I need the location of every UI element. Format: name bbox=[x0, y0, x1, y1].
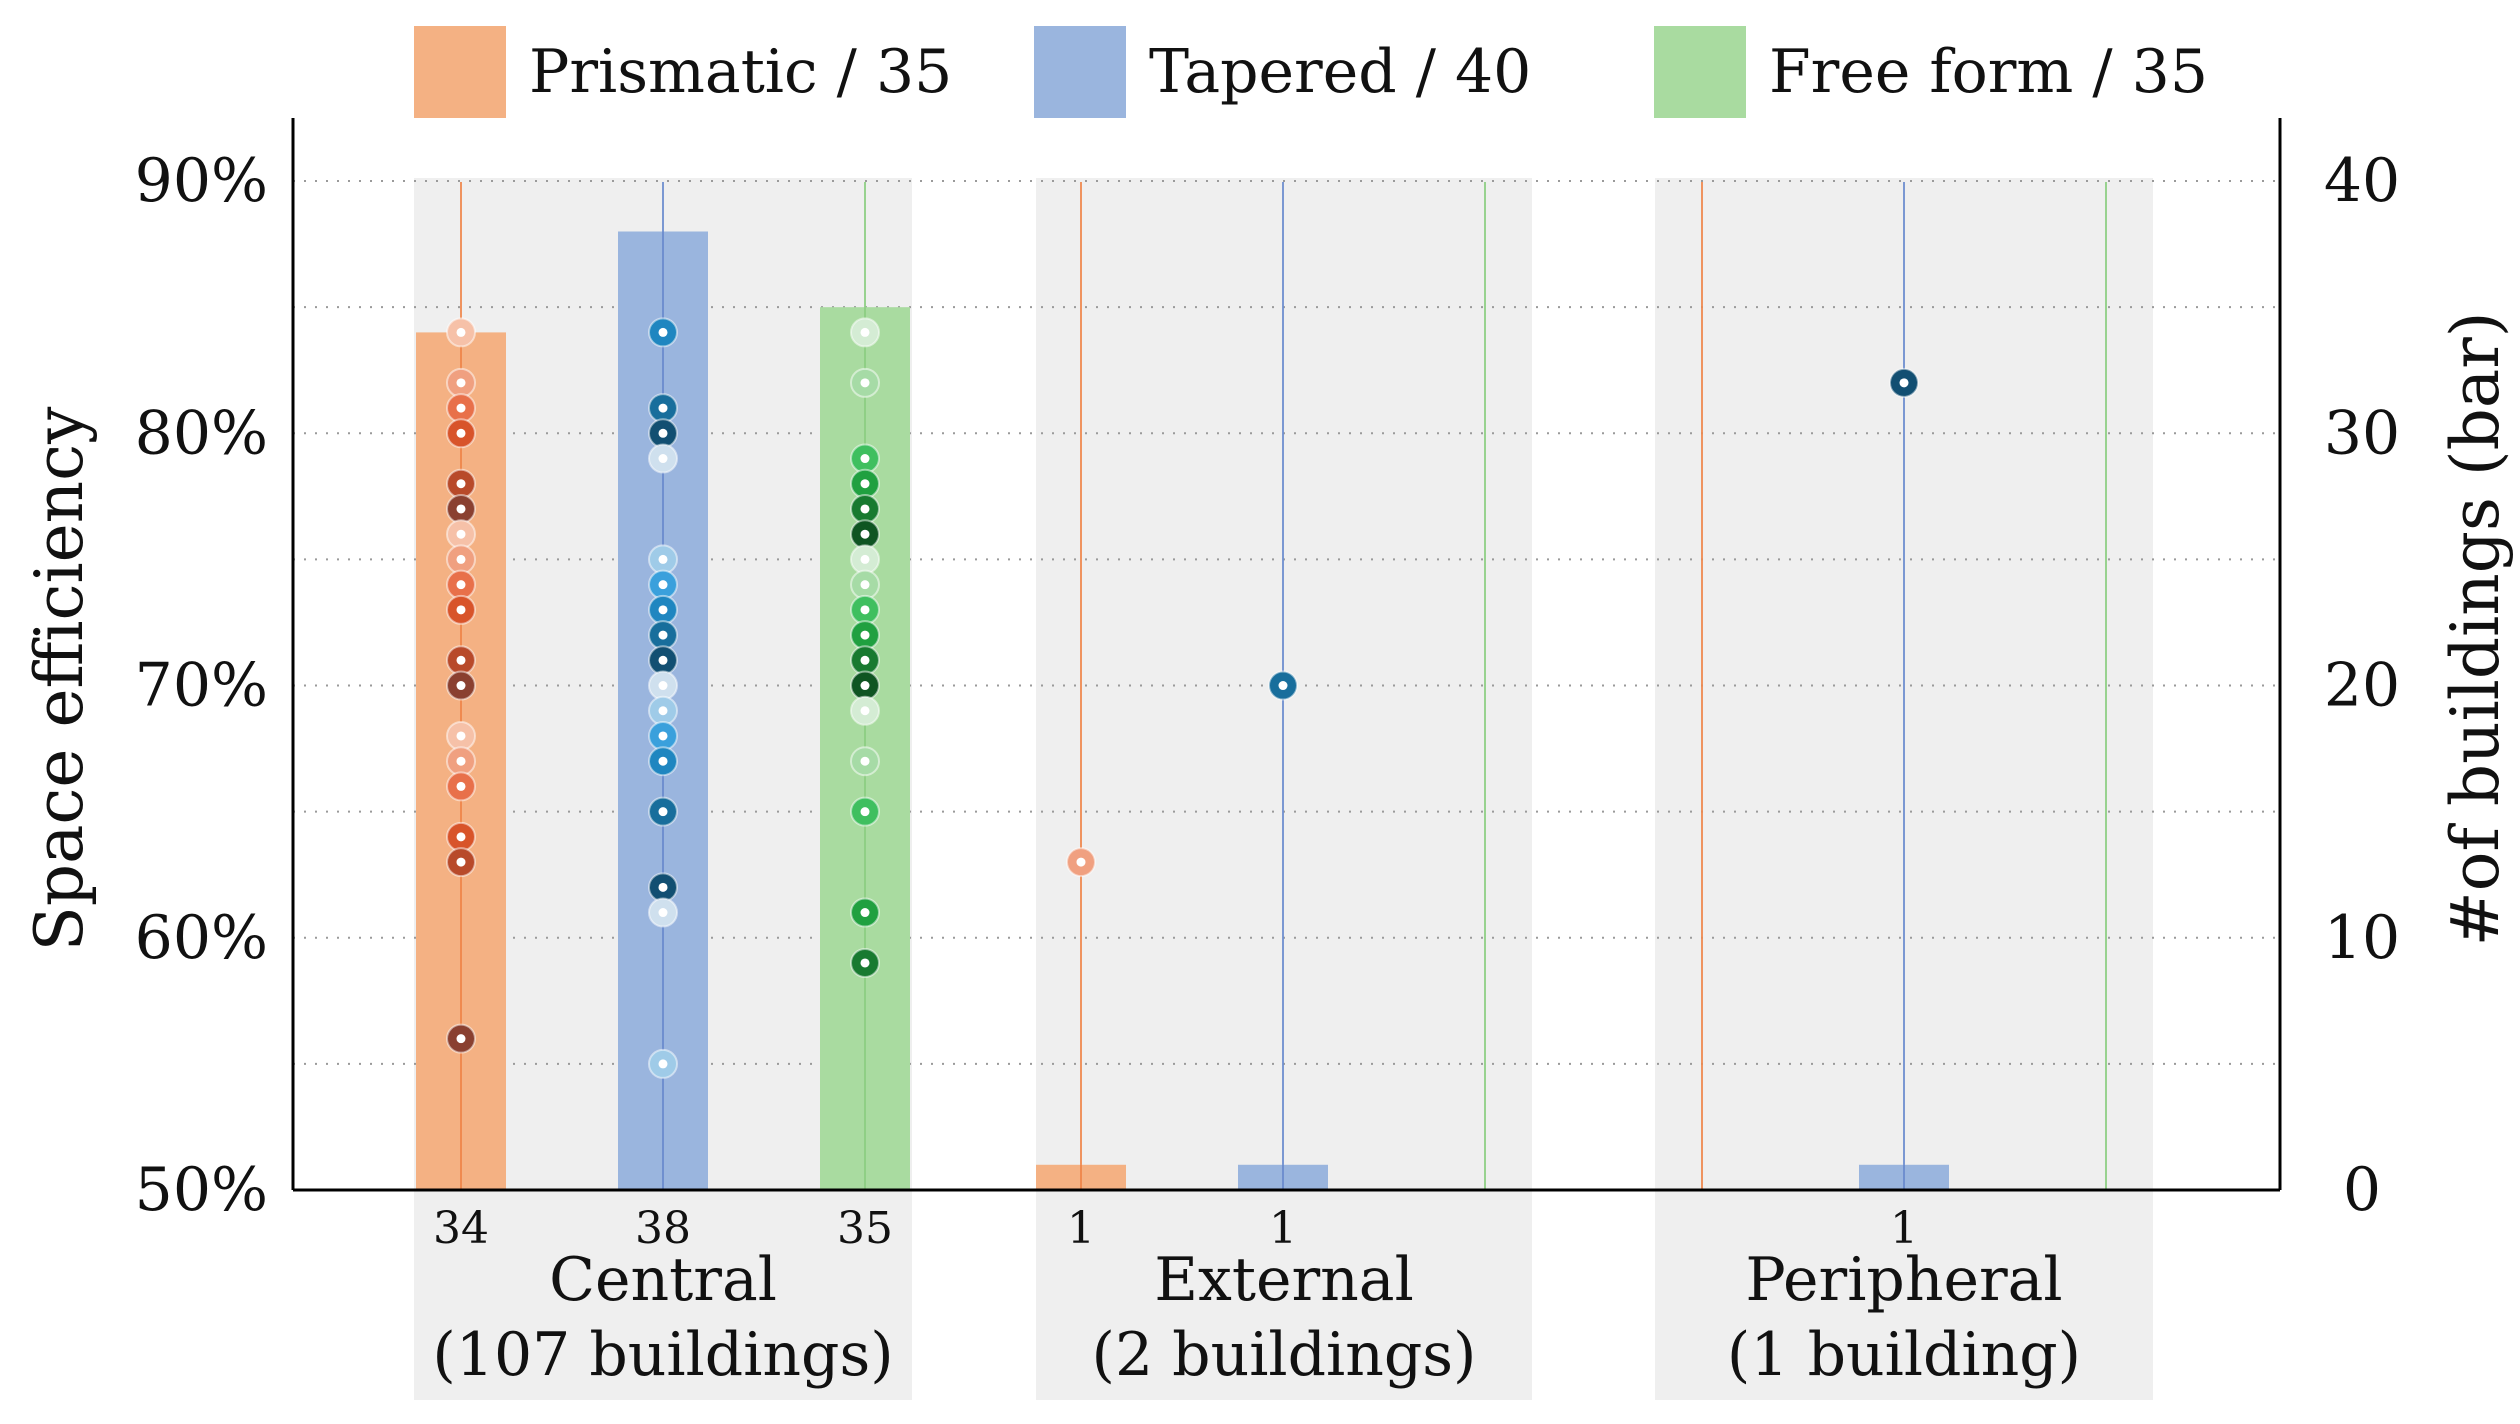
group-name-central: Central bbox=[549, 1245, 777, 1315]
data-point-center bbox=[1076, 857, 1086, 867]
data-point-center bbox=[860, 378, 870, 388]
data-point-center bbox=[658, 681, 668, 691]
left-tick-label: 70% bbox=[135, 651, 268, 721]
right-tick-label: 20 bbox=[2324, 651, 2400, 721]
data-point-center bbox=[456, 378, 466, 388]
data-point-center bbox=[860, 580, 870, 590]
data-point-center bbox=[658, 428, 668, 438]
data-point-center bbox=[860, 706, 870, 716]
data-point-center bbox=[456, 756, 466, 766]
data-point-center bbox=[860, 630, 870, 640]
group-caption-external: (2 buildings) bbox=[1092, 1320, 1477, 1390]
data-point-center bbox=[658, 580, 668, 590]
bar-count-label: 34 bbox=[433, 1203, 489, 1254]
data-point-center bbox=[658, 706, 668, 716]
data-point-center bbox=[456, 504, 466, 514]
data-point-center bbox=[658, 908, 668, 918]
data-point-center bbox=[860, 479, 870, 489]
data-point-center bbox=[456, 605, 466, 615]
data-point-center bbox=[456, 554, 466, 564]
data-point-center bbox=[456, 580, 466, 590]
data-point-center bbox=[860, 756, 870, 766]
bar-count-label: 38 bbox=[635, 1203, 691, 1254]
data-point-center bbox=[860, 454, 870, 464]
right-tick-label: 10 bbox=[2324, 903, 2400, 973]
data-point-center bbox=[658, 454, 668, 464]
data-point-center bbox=[658, 630, 668, 640]
left-axis-title: Space efficiency bbox=[21, 406, 98, 951]
data-point-center bbox=[456, 1034, 466, 1044]
data-point-center bbox=[658, 554, 668, 564]
legend-swatch-tapered bbox=[1034, 26, 1126, 118]
data-point-center bbox=[658, 403, 668, 413]
data-point-center bbox=[456, 655, 466, 665]
data-point-center bbox=[456, 403, 466, 413]
legend-label-tapered: Tapered / 40 bbox=[1149, 37, 1531, 107]
data-point-center bbox=[658, 882, 668, 892]
data-point-center bbox=[456, 781, 466, 791]
data-point-center bbox=[456, 428, 466, 438]
left-tick-label: 90% bbox=[135, 146, 268, 216]
left-tick-label: 60% bbox=[135, 903, 268, 973]
data-point-center bbox=[456, 681, 466, 691]
legend-swatch-prismatic bbox=[414, 26, 506, 118]
data-point-center bbox=[456, 327, 466, 337]
data-point-center bbox=[860, 655, 870, 665]
data-point-center bbox=[658, 605, 668, 615]
bar-count-label: 1 bbox=[1269, 1203, 1297, 1254]
data-point-center bbox=[1899, 378, 1909, 388]
data-point-center bbox=[860, 529, 870, 539]
legend-swatch-freeform bbox=[1654, 26, 1746, 118]
right-axis-title: #of buildings (bar) bbox=[2437, 311, 2514, 946]
bar-count-label: 1 bbox=[1067, 1203, 1095, 1254]
bar-count-label: 35 bbox=[837, 1203, 893, 1254]
data-point-center bbox=[860, 958, 870, 968]
data-point-center bbox=[860, 807, 870, 817]
group-caption-peripheral: (1 building) bbox=[1727, 1320, 2081, 1390]
data-point-center bbox=[860, 327, 870, 337]
data-point-center bbox=[456, 857, 466, 867]
data-point-center bbox=[658, 655, 668, 665]
right-tick-label: 40 bbox=[2324, 146, 2400, 216]
data-point-center bbox=[658, 327, 668, 337]
bar-count-label: 1 bbox=[1890, 1203, 1918, 1254]
left-tick-label: 80% bbox=[135, 398, 268, 468]
group-name-external: External bbox=[1154, 1245, 1414, 1315]
data-point-center bbox=[456, 479, 466, 489]
data-point-center bbox=[860, 908, 870, 918]
data-point-center bbox=[860, 504, 870, 514]
legend-label-prismatic: Prismatic / 35 bbox=[529, 37, 952, 107]
data-point-center bbox=[658, 1059, 668, 1069]
data-point-center bbox=[658, 807, 668, 817]
data-point-center bbox=[658, 731, 668, 741]
data-point-center bbox=[456, 529, 466, 539]
left-tick-label: 50% bbox=[135, 1155, 268, 1225]
data-point-center bbox=[658, 756, 668, 766]
group-name-peripheral: Peripheral bbox=[1745, 1245, 2062, 1315]
data-point-center bbox=[1278, 681, 1288, 691]
data-point-center bbox=[860, 554, 870, 564]
data-point-center bbox=[456, 832, 466, 842]
data-point-center bbox=[860, 605, 870, 615]
right-tick-label: 0 bbox=[2343, 1155, 2381, 1225]
legend-label-freeform: Free form / 35 bbox=[1769, 37, 2208, 107]
group-caption-central: (107 buildings) bbox=[432, 1320, 893, 1390]
right-tick-label: 30 bbox=[2324, 398, 2400, 468]
data-point-center bbox=[860, 681, 870, 691]
data-point-center bbox=[456, 731, 466, 741]
